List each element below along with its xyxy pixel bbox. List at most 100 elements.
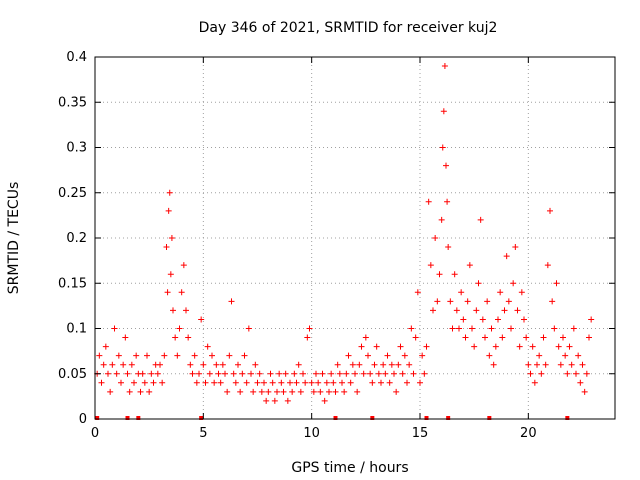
data-point xyxy=(98,379,105,386)
data-point xyxy=(293,379,300,386)
data-point xyxy=(499,334,506,341)
data-point xyxy=(172,334,179,341)
data-point xyxy=(306,325,313,332)
data-point xyxy=(343,370,350,377)
data-point xyxy=(518,289,525,296)
data-point xyxy=(384,352,391,359)
data-point xyxy=(122,334,129,341)
data-point xyxy=(479,316,486,323)
data-point xyxy=(133,352,140,359)
data-point xyxy=(193,379,200,386)
data-point xyxy=(456,325,462,332)
data-point xyxy=(382,370,389,377)
data-point xyxy=(512,244,519,251)
data-point xyxy=(317,388,324,395)
data-point xyxy=(395,361,402,368)
data-point xyxy=(521,316,527,323)
data-point xyxy=(443,162,449,169)
data-point xyxy=(430,307,436,314)
data-point xyxy=(439,144,446,151)
data-point xyxy=(323,379,330,386)
data-point xyxy=(482,334,488,341)
data-point xyxy=(213,361,220,368)
data-point xyxy=(568,361,575,368)
data-point xyxy=(462,334,469,341)
zero-marker xyxy=(125,416,130,420)
data-point xyxy=(505,298,512,305)
data-point xyxy=(577,379,584,386)
data-point xyxy=(206,370,213,377)
data-point xyxy=(570,325,577,332)
data-point xyxy=(508,325,514,332)
data-point xyxy=(542,361,549,368)
data-point xyxy=(245,325,252,332)
data-point xyxy=(224,388,231,395)
data-point xyxy=(410,370,417,377)
data-point xyxy=(265,388,272,395)
data-point xyxy=(397,343,404,350)
data-point xyxy=(436,271,443,278)
data-point xyxy=(477,216,484,223)
data-point xyxy=(120,361,127,368)
data-point xyxy=(408,325,415,332)
data-point xyxy=(228,298,235,305)
y-tick-label: 0.15 xyxy=(58,276,87,291)
data-point xyxy=(237,388,244,395)
data-point xyxy=(282,370,289,377)
data-point xyxy=(551,325,558,332)
data-point xyxy=(226,352,233,359)
data-point xyxy=(271,397,278,404)
data-point xyxy=(349,361,356,368)
data-point xyxy=(438,216,445,223)
x-tick-label: 5 xyxy=(199,426,207,441)
data-point xyxy=(241,352,248,359)
data-point xyxy=(276,370,283,377)
zero-marker xyxy=(424,416,429,420)
data-point xyxy=(124,370,131,377)
data-point xyxy=(267,370,274,377)
data-point xyxy=(141,379,148,386)
data-point xyxy=(447,298,454,305)
data-point xyxy=(189,370,196,377)
y-tick-label: 0.3 xyxy=(66,141,87,156)
data-point xyxy=(102,343,109,350)
data-point xyxy=(300,370,306,377)
data-point xyxy=(232,379,239,386)
data-point xyxy=(269,379,276,386)
data-point xyxy=(313,370,319,377)
data-point xyxy=(198,316,205,323)
data-point xyxy=(183,307,189,314)
data-point xyxy=(126,388,133,395)
data-point xyxy=(157,361,163,368)
data-point xyxy=(540,334,547,341)
data-point xyxy=(191,352,198,359)
data-point xyxy=(501,307,508,314)
data-point xyxy=(291,370,298,377)
data-point xyxy=(289,388,296,395)
data-point xyxy=(280,388,287,395)
data-point xyxy=(453,307,460,314)
data-point xyxy=(406,361,413,368)
data-point xyxy=(486,352,493,359)
data-point xyxy=(514,307,521,314)
data-point xyxy=(284,397,291,404)
data-point xyxy=(139,370,146,377)
data-point xyxy=(252,361,259,368)
data-point xyxy=(118,379,124,386)
data-point xyxy=(326,388,332,395)
data-point xyxy=(258,388,265,395)
data-point xyxy=(295,361,302,368)
data-point xyxy=(471,343,478,350)
data-point xyxy=(128,361,135,368)
data-point xyxy=(336,370,343,377)
data-point xyxy=(555,343,562,350)
data-point xyxy=(274,388,280,395)
data-point xyxy=(523,334,530,341)
y-tick-label: 0.2 xyxy=(66,231,87,246)
zero-marker xyxy=(370,416,375,420)
data-point xyxy=(365,352,371,359)
data-point xyxy=(573,370,579,377)
y-tick-label: 0.35 xyxy=(58,95,87,110)
data-point xyxy=(202,379,209,386)
data-point xyxy=(475,280,482,287)
